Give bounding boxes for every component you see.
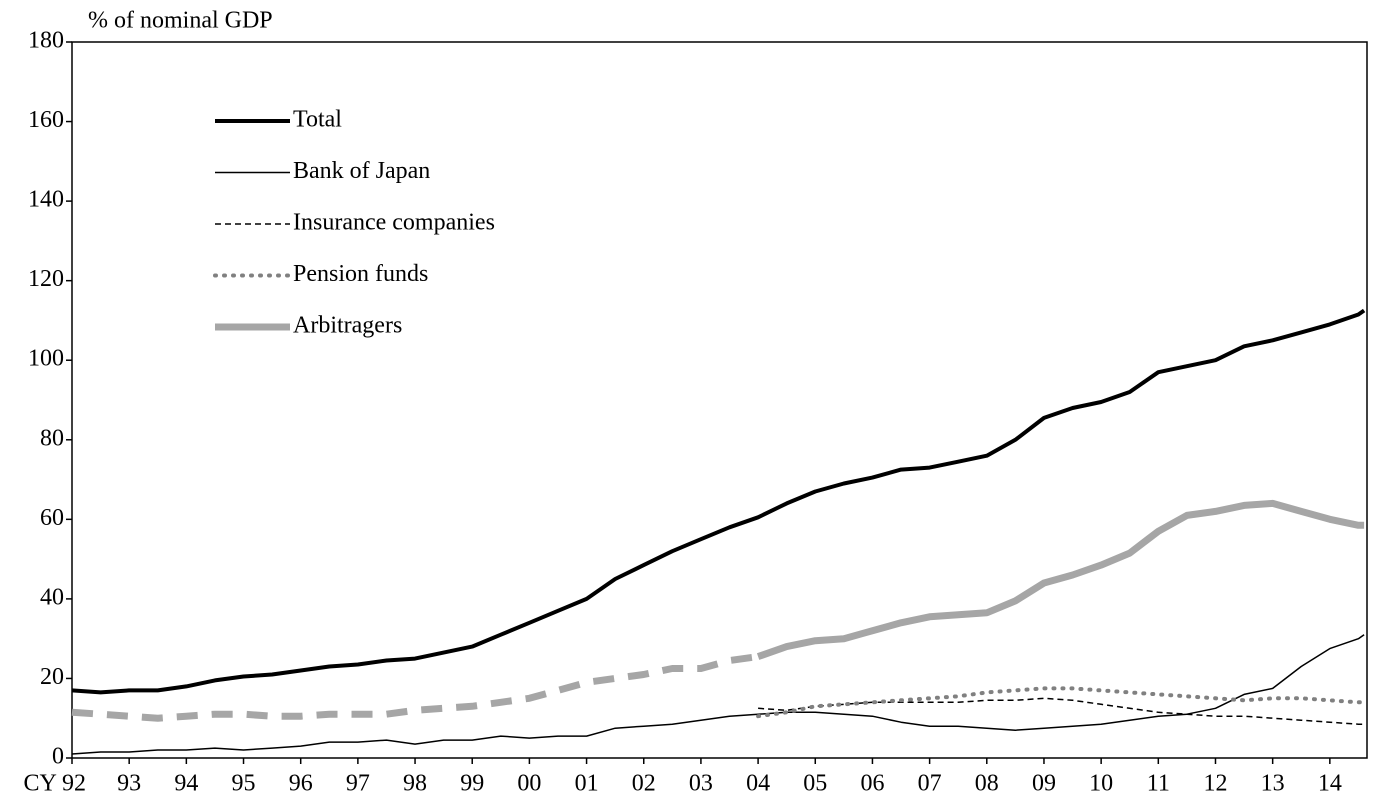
- y-tick-label: 120: [28, 266, 64, 292]
- x-tick-label: 95: [232, 771, 256, 797]
- x-tick-label: 96: [289, 771, 313, 797]
- x-tick-label: 93: [117, 771, 141, 797]
- x-tick-label: 94: [174, 771, 198, 797]
- y-tick-label: 0: [52, 744, 64, 770]
- y-tick-label: 60: [40, 505, 64, 531]
- legend-label: Pension funds: [293, 261, 428, 287]
- x-tick-label: 04: [746, 771, 770, 797]
- y-tick-label: 180: [28, 28, 64, 54]
- y-tick-label: 100: [28, 346, 64, 372]
- series-line: [71, 308, 1366, 695]
- legend-label: Bank of Japan: [293, 158, 430, 184]
- x-tick-label: 13: [1261, 771, 1285, 797]
- x-tick-label: 11: [1147, 771, 1170, 797]
- x-tick-label: 98: [403, 771, 427, 797]
- x-tick-label: 08: [975, 771, 999, 797]
- y-tick-label: 40: [40, 584, 64, 610]
- x-tick-label: 07: [918, 771, 942, 797]
- x-tick-label: 99: [460, 771, 484, 797]
- x-tick-label: 01: [575, 771, 599, 797]
- series-line: [756, 686, 1367, 719]
- series-line: [758, 697, 1365, 725]
- series-line: [71, 634, 1365, 755]
- x-tick-label: 10: [1089, 771, 1113, 797]
- x-tick-label: 05: [803, 771, 827, 797]
- y-tick-label: 20: [40, 664, 64, 690]
- x-tick-label: 97: [346, 771, 370, 797]
- series-line: [756, 499, 1365, 660]
- x-tick-label: 09: [1032, 771, 1056, 797]
- legend-label: Insurance companies: [293, 210, 495, 236]
- y-tick-label: 160: [28, 107, 64, 133]
- x-tick-label: CY 92: [24, 771, 86, 797]
- y-tick-label: 80: [40, 425, 64, 451]
- x-tick-label: 12: [1203, 771, 1227, 797]
- series-line: [71, 653, 759, 722]
- plot-frame: [71, 41, 1368, 759]
- x-tick-label: 03: [689, 771, 713, 797]
- legend-label: Total: [293, 107, 342, 133]
- legend-label: Arbitragers: [293, 313, 402, 339]
- x-tick-label: 06: [860, 771, 884, 797]
- y-tick-label: 140: [28, 187, 64, 213]
- x-tick-label: 14: [1318, 771, 1342, 797]
- y-axis-label: % of nominal GDP: [88, 8, 273, 34]
- x-tick-label: 00: [517, 771, 541, 797]
- x-tick-label: 02: [632, 771, 656, 797]
